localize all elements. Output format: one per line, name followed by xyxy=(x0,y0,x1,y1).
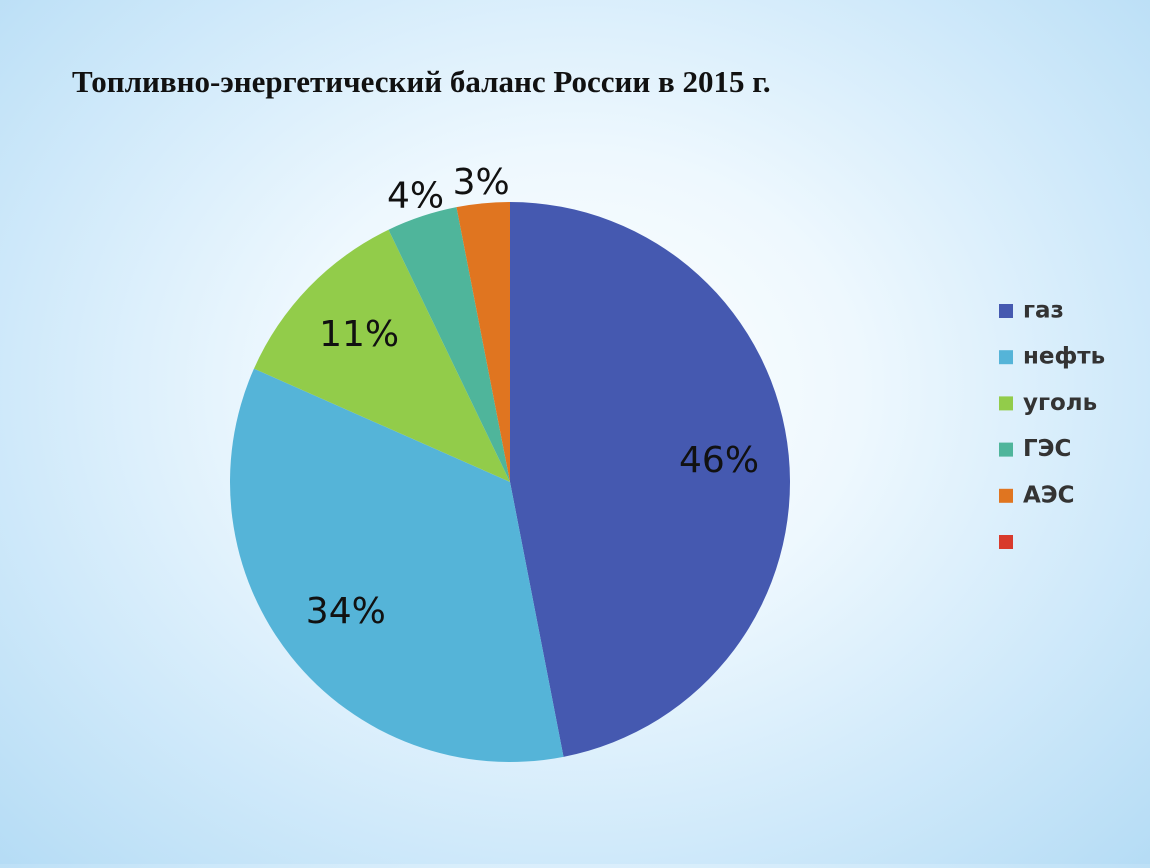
legend-label: уголь xyxy=(1023,390,1097,416)
data-label: 4% xyxy=(387,176,444,217)
legend-label: АЭС xyxy=(1023,482,1075,508)
pie-slice xyxy=(456,202,510,482)
pie-slice xyxy=(230,368,564,762)
data-label: 46% xyxy=(679,440,759,481)
legend-swatch xyxy=(999,442,1013,457)
legend-swatch xyxy=(999,350,1013,365)
legend-label: нефть xyxy=(1023,344,1105,370)
legend-label: газ xyxy=(1023,298,1064,324)
legend-label: ГЭС xyxy=(1023,436,1071,462)
data-label: 34% xyxy=(306,591,386,632)
pie-slice xyxy=(510,202,790,757)
legend-swatch xyxy=(999,488,1013,503)
legend-swatch xyxy=(999,535,1013,549)
chart-title: Топливно-энергетический баланс России в … xyxy=(72,64,771,99)
pie-slice xyxy=(388,207,510,482)
data-label: 11% xyxy=(319,314,399,355)
pie-slice xyxy=(253,229,510,482)
data-label: 3% xyxy=(453,162,510,203)
legend-swatch xyxy=(999,396,1013,411)
legend-swatch xyxy=(999,304,1013,318)
